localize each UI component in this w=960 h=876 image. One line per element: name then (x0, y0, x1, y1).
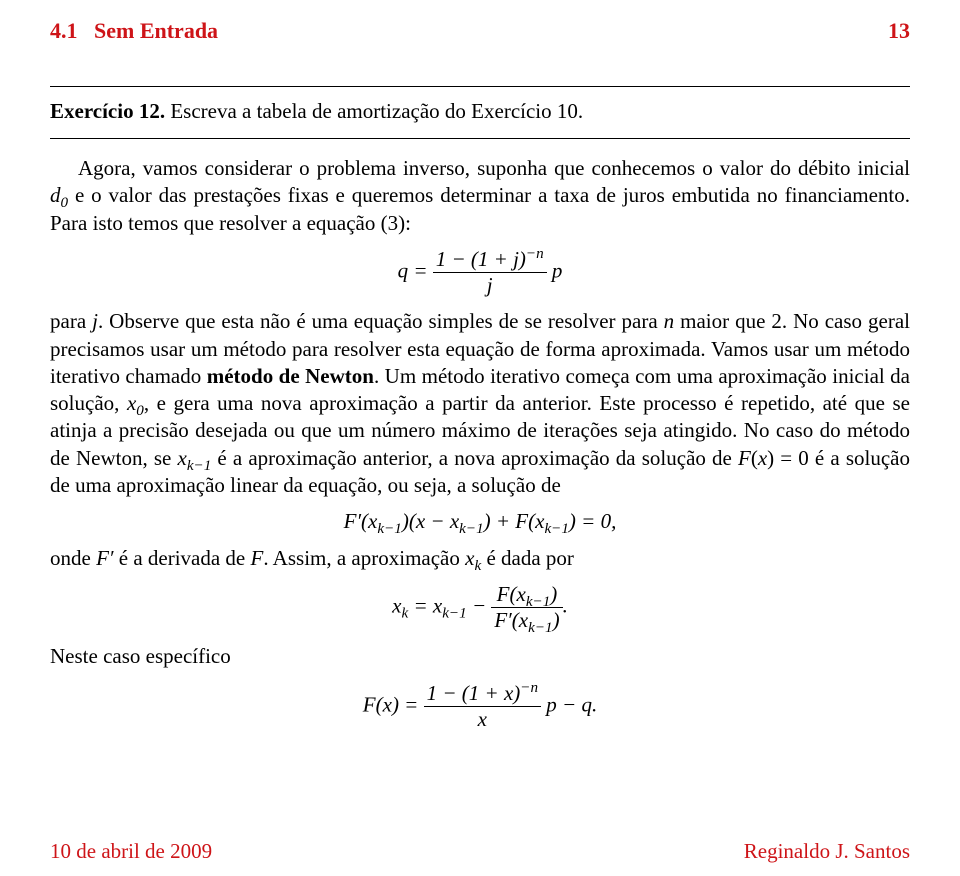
eq-lhs: q = (398, 258, 428, 282)
text: Agora, vamos considerar o problema inver… (78, 156, 910, 180)
math-inline: F (738, 446, 751, 470)
fraction: 1 − (1 + x)−n x (424, 681, 541, 732)
exercise-label: Exercício 12. (50, 99, 165, 123)
exercise-text: Escreva a tabela de amortização do Exerc… (165, 99, 583, 123)
page: 4.1 Sem Entrada 13 Exercício 12. Escreva… (0, 0, 960, 876)
math-inline: x (177, 446, 186, 470)
frac-den: F′(xk−1) (491, 608, 562, 633)
section-number: 4.1 (50, 18, 78, 43)
text: − (467, 593, 492, 617)
paragraph-1: Agora, vamos considerar o problema inver… (50, 155, 910, 237)
math-inline: n (664, 309, 675, 333)
math-sub: k−1 (187, 458, 211, 474)
math-sub: 0 (61, 195, 69, 211)
frac-den: j (433, 273, 547, 298)
math-inline: F′ (96, 546, 113, 570)
exercise-statement: Exercício 12. Escreva a tabela de amorti… (50, 87, 910, 138)
frac-num: 1 − (1 + j)−n (433, 247, 547, 273)
equation-4: F(x) = 1 − (1 + x)−n x p − q. (50, 681, 910, 732)
math-inline: x (758, 446, 767, 470)
rule-bottom (50, 138, 910, 139)
section-heading: 4.1 Sem Entrada (50, 18, 218, 44)
text: onde (50, 546, 96, 570)
paragraph-3: onde F′ é a derivada de F. Assim, a apro… (50, 545, 910, 572)
eq-rhs: p − q. (546, 692, 597, 716)
text: = x (408, 593, 442, 617)
text: é a aproximação anterior, a nova aproxim… (211, 446, 738, 470)
footer-date: 10 de abril de 2009 (50, 839, 212, 864)
eq-rhs: p (552, 258, 563, 282)
text: e o valor das prestações fixas e queremo… (50, 183, 910, 234)
eq-lhs: F(x) = (363, 692, 419, 716)
body: Agora, vamos considerar o problema inver… (50, 155, 910, 732)
eq-var: x (392, 593, 401, 617)
math-inline: F (251, 546, 264, 570)
eq-expr: F′(xk−1)(x − xk−1) + F(xk−1) = 0, (344, 509, 617, 533)
equation-3: xk = xk−1 − F(xk−1) F′(xk−1) . (50, 582, 910, 633)
method-name: método de Newton (207, 364, 374, 388)
text: . (563, 593, 568, 617)
fraction: 1 − (1 + j)−n j (433, 247, 547, 298)
page-number: 13 (888, 18, 910, 44)
equation-2: F′(xk−1)(x − xk−1) + F(xk−1) = 0, (50, 509, 910, 534)
text: para (50, 309, 92, 333)
paragraph-2: para j. Observe que esta não é uma equaç… (50, 308, 910, 499)
math-inline: d (50, 183, 61, 207)
paragraph-4: Neste caso específico (50, 643, 910, 670)
text: é a derivada de (114, 546, 251, 570)
text: . Observe que esta não é uma equação sim… (98, 309, 664, 333)
frac-num: F(xk−1) (491, 582, 562, 608)
fraction: F(xk−1) F′(xk−1) (491, 582, 562, 633)
section-title: Sem Entrada (94, 18, 218, 43)
text: . Assim, a aproximação (263, 546, 465, 570)
text: é dada por (481, 546, 574, 570)
math-sub: 0 (136, 403, 144, 419)
frac-den: x (424, 707, 541, 732)
running-header: 4.1 Sem Entrada 13 (50, 18, 910, 44)
footer-author: Reginaldo J. Santos (744, 839, 910, 864)
frac-num: 1 − (1 + x)−n (424, 681, 541, 707)
equation-1: q = 1 − (1 + j)−n j p (50, 247, 910, 298)
running-footer: 10 de abril de 2009 Reginaldo J. Santos (50, 839, 910, 864)
math-inline: x (127, 391, 136, 415)
